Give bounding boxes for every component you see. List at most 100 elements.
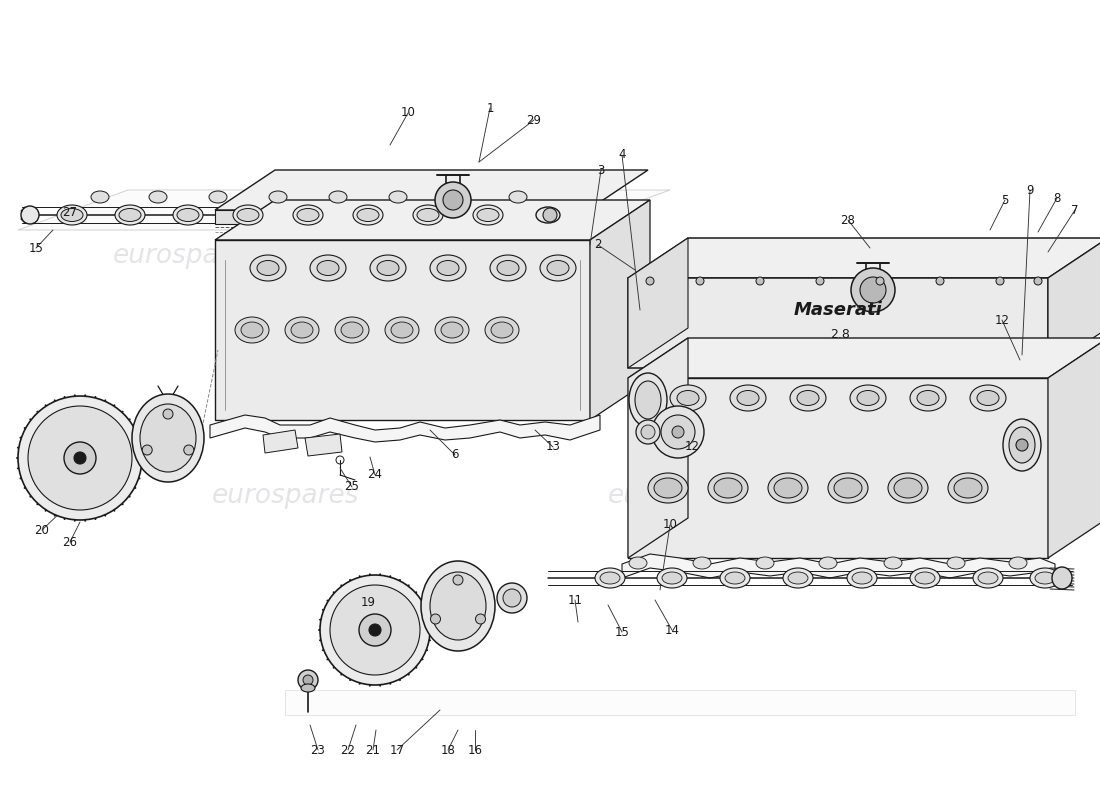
Ellipse shape — [676, 390, 698, 406]
Ellipse shape — [948, 473, 988, 503]
Ellipse shape — [629, 373, 667, 427]
Ellipse shape — [798, 390, 820, 406]
Ellipse shape — [91, 191, 109, 203]
Ellipse shape — [437, 261, 459, 275]
Circle shape — [74, 452, 86, 464]
Ellipse shape — [970, 385, 1007, 411]
Circle shape — [639, 379, 653, 393]
Ellipse shape — [434, 317, 469, 343]
Text: eurospares: eurospares — [498, 243, 646, 269]
Text: 14: 14 — [664, 623, 680, 637]
Polygon shape — [214, 200, 650, 240]
Circle shape — [503, 589, 521, 607]
Text: 10: 10 — [400, 106, 416, 119]
Ellipse shape — [910, 385, 946, 411]
Ellipse shape — [790, 385, 826, 411]
Ellipse shape — [648, 473, 688, 503]
Text: 4: 4 — [618, 149, 626, 162]
Ellipse shape — [233, 205, 263, 225]
Ellipse shape — [888, 473, 928, 503]
Text: 19: 19 — [361, 597, 375, 610]
Ellipse shape — [629, 557, 647, 569]
Circle shape — [21, 206, 38, 224]
Ellipse shape — [974, 568, 1003, 588]
Polygon shape — [214, 240, 590, 420]
Circle shape — [816, 277, 824, 285]
Circle shape — [636, 420, 660, 444]
Ellipse shape — [60, 209, 82, 222]
Ellipse shape — [850, 385, 886, 411]
Ellipse shape — [756, 557, 774, 569]
Text: 24: 24 — [367, 469, 383, 482]
Ellipse shape — [370, 255, 406, 281]
Circle shape — [1016, 439, 1028, 451]
Ellipse shape — [297, 209, 319, 222]
Ellipse shape — [654, 478, 682, 498]
Polygon shape — [285, 690, 1075, 715]
Ellipse shape — [473, 205, 503, 225]
Ellipse shape — [497, 261, 519, 275]
Circle shape — [696, 277, 704, 285]
Ellipse shape — [390, 322, 412, 338]
Polygon shape — [18, 190, 670, 230]
Ellipse shape — [1009, 427, 1035, 463]
Ellipse shape — [421, 561, 495, 651]
Polygon shape — [628, 238, 688, 368]
Ellipse shape — [820, 557, 837, 569]
Ellipse shape — [119, 209, 141, 222]
Text: Maserati: Maserati — [793, 301, 882, 319]
Ellipse shape — [600, 572, 620, 584]
Ellipse shape — [536, 207, 560, 223]
Ellipse shape — [490, 255, 526, 281]
Circle shape — [434, 182, 471, 218]
Ellipse shape — [285, 317, 319, 343]
Circle shape — [184, 445, 194, 455]
Polygon shape — [214, 170, 648, 210]
Circle shape — [163, 409, 173, 419]
Text: 17: 17 — [389, 743, 405, 757]
Circle shape — [298, 670, 318, 690]
Polygon shape — [628, 278, 1048, 368]
Ellipse shape — [884, 557, 902, 569]
Ellipse shape — [1003, 419, 1041, 471]
Text: 16: 16 — [468, 743, 483, 757]
Circle shape — [996, 277, 1004, 285]
Ellipse shape — [774, 478, 802, 498]
Circle shape — [18, 396, 142, 520]
Ellipse shape — [1035, 572, 1055, 584]
Text: eurospares: eurospares — [212, 483, 360, 509]
Circle shape — [64, 442, 96, 474]
Circle shape — [652, 406, 704, 458]
Text: 2: 2 — [594, 238, 602, 251]
Ellipse shape — [847, 568, 877, 588]
Ellipse shape — [720, 568, 750, 588]
Ellipse shape — [662, 572, 682, 584]
Ellipse shape — [310, 255, 346, 281]
Text: 6: 6 — [451, 449, 459, 462]
Ellipse shape — [389, 191, 407, 203]
Ellipse shape — [336, 317, 368, 343]
Text: 11: 11 — [568, 594, 583, 606]
Ellipse shape — [509, 191, 527, 203]
Ellipse shape — [540, 255, 576, 281]
Circle shape — [851, 268, 895, 312]
Ellipse shape — [353, 205, 383, 225]
Ellipse shape — [917, 390, 939, 406]
Text: 7: 7 — [1071, 203, 1079, 217]
Ellipse shape — [1052, 567, 1072, 589]
Ellipse shape — [412, 205, 443, 225]
Text: 1: 1 — [486, 102, 494, 114]
Ellipse shape — [292, 322, 313, 338]
Ellipse shape — [708, 473, 748, 503]
Ellipse shape — [132, 394, 204, 482]
Text: 9: 9 — [1026, 183, 1034, 197]
Ellipse shape — [148, 191, 167, 203]
Ellipse shape — [301, 684, 315, 692]
Circle shape — [475, 614, 485, 624]
Ellipse shape — [293, 205, 323, 225]
Ellipse shape — [417, 209, 439, 222]
Ellipse shape — [635, 381, 661, 419]
Ellipse shape — [947, 557, 965, 569]
Ellipse shape — [236, 209, 258, 222]
Text: 12: 12 — [684, 441, 700, 454]
